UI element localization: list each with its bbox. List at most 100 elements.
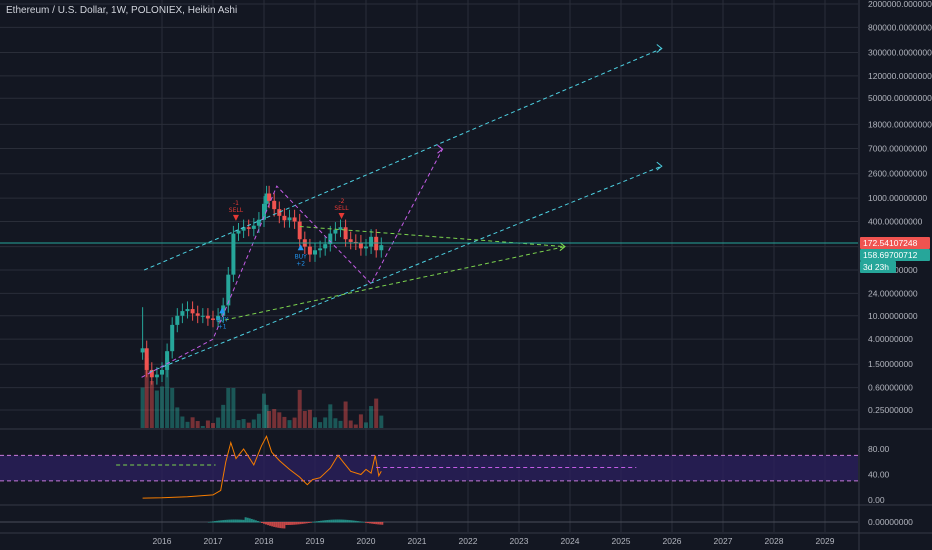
volume-bar: [328, 404, 333, 428]
volume-bar: [277, 412, 282, 428]
volume-bars: [140, 358, 384, 428]
trendline-arrowhead: [559, 242, 566, 251]
volume-bar: [231, 388, 236, 428]
signal-sub: -1: [233, 200, 239, 207]
oscillator-bar: [318, 520, 321, 523]
oscillator-bar: [350, 520, 353, 523]
y-tick-label: 800000.00000000: [868, 22, 932, 32]
volume-bar: [256, 413, 261, 428]
oscillator-bar: [265, 522, 268, 525]
oscillator-bar: [224, 519, 227, 523]
oscillator-bar: [291, 522, 294, 525]
candle-body: [313, 250, 317, 255]
price-candles[interactable]: [140, 185, 384, 385]
oscillator-bar: [297, 522, 300, 525]
oscillator-bar: [218, 520, 221, 523]
price-tag: [860, 237, 930, 250]
oscillator-bar: [301, 522, 304, 524]
oscillator-bar: [352, 520, 355, 523]
candle-body: [216, 315, 221, 320]
signal-sub: +1: [218, 323, 227, 330]
oscillator-bar: [303, 522, 306, 524]
candle-body: [287, 217, 292, 221]
oscillator-bar: [320, 520, 323, 523]
volume-bar: [144, 358, 149, 428]
oscillator-bar: [256, 521, 259, 523]
y-tick-label: 300000.00000000: [868, 47, 932, 57]
sell-arrow-icon: [232, 214, 239, 221]
y-tick-label: 24.00000000: [868, 288, 918, 298]
volume-bar: [348, 420, 353, 428]
oscillator-bar: [211, 521, 214, 523]
rsi-y-tick-label: 0.00: [868, 495, 885, 505]
volume-bar: [338, 420, 343, 428]
volume-bar: [292, 417, 297, 428]
volume-bar: [353, 424, 358, 428]
oscillator-bar: [379, 522, 382, 525]
volume-bar: [205, 420, 210, 428]
candle-body: [323, 244, 328, 249]
oscillator-y-tick-label: 0.00000000: [868, 517, 913, 527]
oscillator-bar: [230, 519, 233, 523]
x-tick-label: 2025: [612, 536, 631, 546]
price-tag: [860, 261, 896, 274]
volume-bar: [216, 417, 221, 428]
oscillator-bar: [305, 522, 308, 524]
volume-bar: [140, 387, 145, 428]
volume-bar: [170, 388, 175, 428]
candle-body: [200, 315, 205, 317]
oscillator-bar: [360, 521, 363, 523]
trendline-cyan: [144, 48, 662, 271]
oscillator-bar: [313, 521, 316, 523]
rsi-pane[interactable]: [0, 435, 858, 499]
candle-body: [140, 348, 145, 353]
oscillator-bar: [346, 519, 349, 523]
oscillator-bar: [311, 521, 314, 523]
signal-sub: +2: [296, 260, 305, 267]
trendlines[interactable]: [0, 44, 858, 378]
candle-body: [165, 351, 170, 370]
x-tick-label: 2029: [816, 536, 835, 546]
oscillator-bar: [238, 519, 241, 523]
oscillator-bar: [232, 519, 235, 523]
oscillator-bar: [236, 519, 239, 523]
candle-body: [348, 239, 353, 242]
oscillator-bar: [246, 517, 249, 523]
volume-bar: [190, 417, 195, 428]
volume-bar: [374, 398, 379, 428]
volume-bar: [185, 421, 190, 428]
candle-body: [307, 246, 312, 255]
oscillator-bar: [250, 518, 253, 523]
rsi-line: [142, 435, 382, 499]
x-tick-label: 2023: [510, 536, 529, 546]
price-tag: [860, 249, 930, 262]
volume-bar: [149, 381, 154, 428]
y-tick-label: 7000.00000000: [868, 143, 927, 153]
volume-bar: [364, 422, 368, 428]
rsi-y-tick-label: 40.00: [868, 470, 890, 480]
oscillator-bar: [254, 520, 257, 523]
trendline-cyan: [149, 165, 662, 373]
oscillator-bar: [328, 519, 331, 523]
candle-body: [353, 241, 358, 243]
volume-bar: [241, 419, 246, 428]
signal-label: SELL: [334, 205, 349, 212]
volume-bar: [343, 401, 348, 428]
volume-bar: [313, 417, 317, 428]
y-tick-label: 1000.00000000: [868, 193, 927, 203]
buy-arrow-icon: [219, 307, 226, 314]
volume-bar: [226, 388, 231, 428]
trendline-purple: [141, 148, 443, 378]
sell-arrow-icon: [338, 212, 345, 219]
volume-bar: [200, 426, 205, 428]
oscillator-bar: [248, 518, 251, 523]
candle-body: [297, 221, 302, 240]
candle-body: [364, 246, 368, 249]
candle-body: [144, 348, 149, 370]
oscillator-bar: [269, 522, 272, 526]
volume-oscillator-pane[interactable]: [0, 517, 858, 529]
candle-body: [251, 225, 256, 229]
y-tick-label: 2000000.00000000: [868, 0, 932, 9]
y-tick-label: 4.00000000: [868, 334, 913, 344]
